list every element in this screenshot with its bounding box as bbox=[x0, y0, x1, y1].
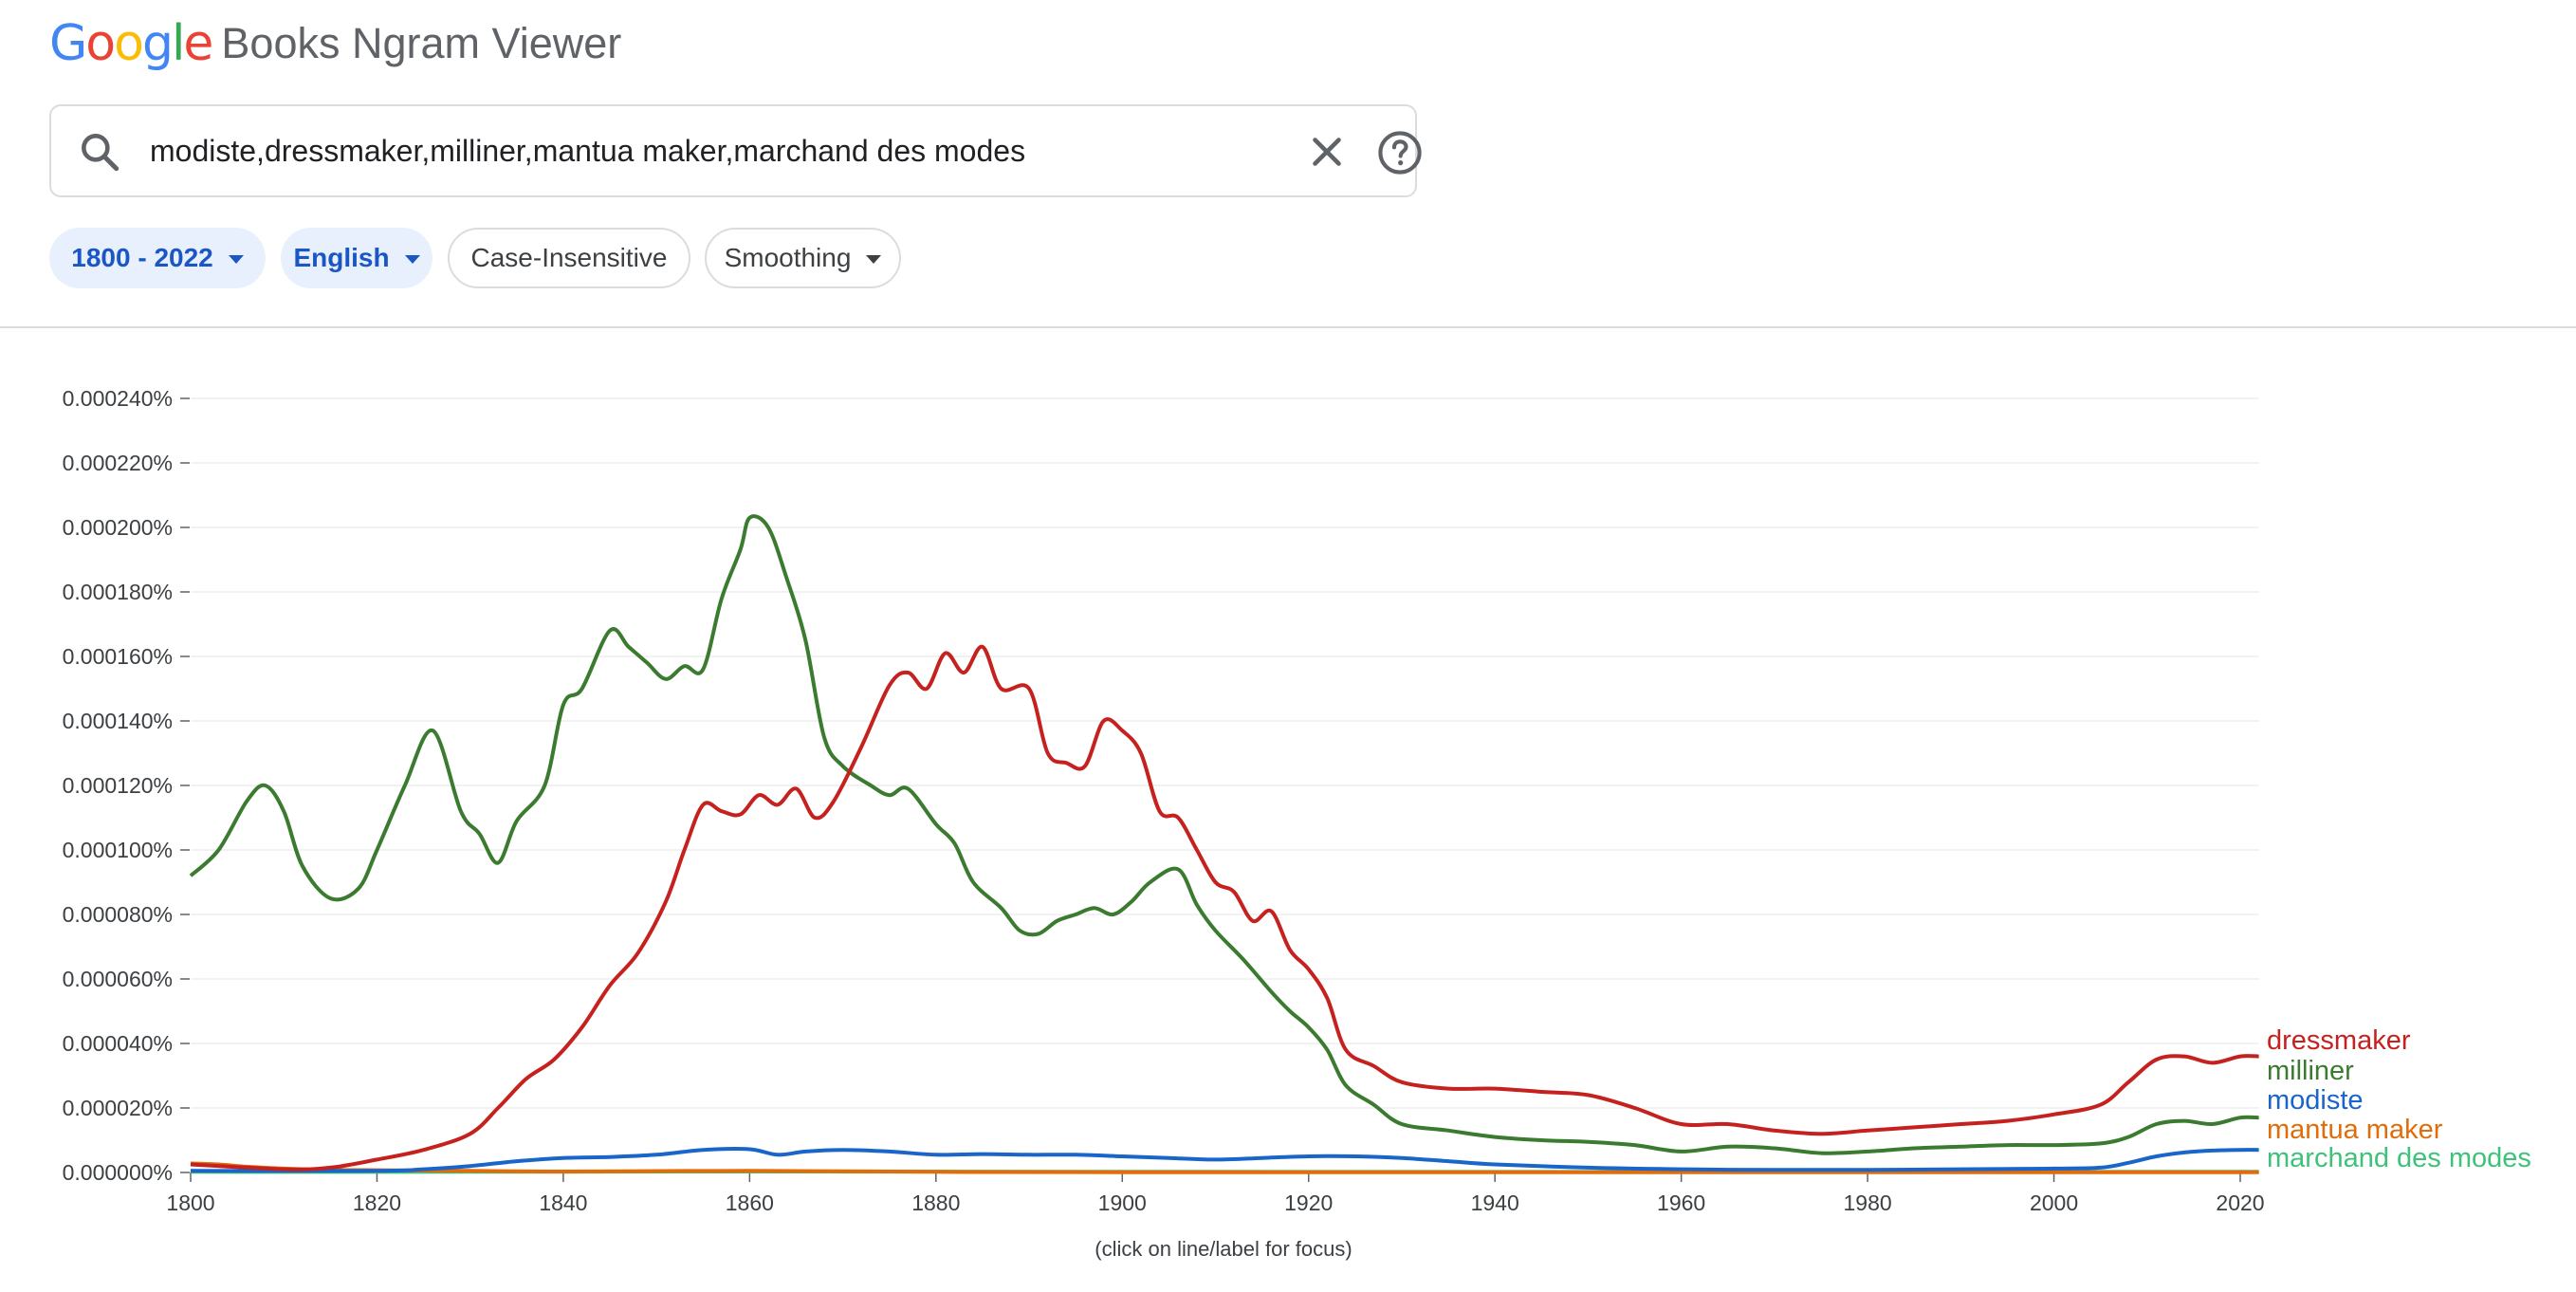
series-label-milliner[interactable]: milliner bbox=[2267, 1056, 2354, 1086]
x-tick-label: 1880 bbox=[911, 1190, 960, 1215]
y-tick-label: 0.000160% bbox=[63, 644, 173, 669]
x-tick-label: 1940 bbox=[1471, 1190, 1519, 1215]
x-tick-label: 1840 bbox=[539, 1190, 587, 1215]
series-label-modiste[interactable]: modiste bbox=[2267, 1085, 2364, 1116]
year-range-label: 1800 - 2022 bbox=[71, 243, 213, 272]
y-tick-label: 0.000000% bbox=[63, 1160, 173, 1185]
smoothing-label: Smoothing bbox=[724, 243, 852, 272]
chevron-down-icon bbox=[866, 254, 882, 264]
series-line-dressmaker[interactable] bbox=[190, 644, 2259, 1172]
smoothing-dropdown[interactable]: Smoothing bbox=[705, 228, 901, 288]
search-input[interactable] bbox=[150, 125, 1288, 176]
x-tick-label: 1860 bbox=[726, 1190, 774, 1215]
search-icon[interactable] bbox=[76, 128, 123, 175]
series-label-dressmaker[interactable]: dressmaker bbox=[2267, 1025, 2411, 1056]
chart-footnote: (click on line/label for focus) bbox=[1095, 1237, 1352, 1261]
app-title: Books Ngram Viewer bbox=[221, 19, 622, 67]
x-tick-label: 1920 bbox=[1284, 1190, 1333, 1215]
x-tick-label: 1980 bbox=[1844, 1190, 1892, 1215]
logo-letter: G bbox=[49, 15, 87, 72]
close-icon[interactable] bbox=[1303, 128, 1351, 175]
case-insensitive-toggle[interactable]: Case-Insensitive bbox=[448, 228, 690, 288]
logo-letter: o bbox=[114, 15, 144, 72]
x-tick-label: 2020 bbox=[2216, 1190, 2264, 1215]
x-tick-label: 1900 bbox=[1098, 1190, 1147, 1215]
y-tick-label: 0.000100% bbox=[63, 838, 173, 862]
x-tick-label: 2000 bbox=[2030, 1190, 2078, 1215]
ngram-chart: 0.000000% 0.000020% 0.000040% 0.000060% 0.00… bbox=[63, 386, 2531, 1215]
help-icon[interactable] bbox=[1375, 128, 1425, 177]
google-wordmark: G o o g l e bbox=[49, 15, 213, 72]
header-divider bbox=[0, 326, 2576, 328]
series-label-marchand-des-modes[interactable]: marchand des modes bbox=[2267, 1143, 2531, 1173]
y-tick-label: 0.000060% bbox=[63, 967, 173, 991]
y-tick-label: 0.000020% bbox=[63, 1096, 173, 1120]
y-tick-label: 0.000180% bbox=[63, 580, 173, 604]
corpus-label: English bbox=[293, 243, 390, 272]
x-tick-label: 1820 bbox=[353, 1190, 401, 1215]
series-line-milliner[interactable] bbox=[189, 514, 2259, 1155]
y-tick-label: 0.000080% bbox=[63, 902, 173, 927]
logo-letter: l bbox=[171, 15, 186, 72]
google-logo[interactable]: G o o g l e Books Ngram Viewer bbox=[49, 9, 621, 78]
logo-letter: g bbox=[141, 15, 174, 72]
year-range-dropdown[interactable]: 1800 - 2022 bbox=[49, 228, 266, 288]
x-tick-label: 1960 bbox=[1657, 1190, 1705, 1215]
logo-letter: o bbox=[85, 15, 116, 72]
y-tick-label: 0.000200% bbox=[63, 515, 173, 540]
chevron-down-icon bbox=[228, 254, 244, 264]
series-line-modiste[interactable] bbox=[190, 1147, 2259, 1173]
search-box[interactable] bbox=[49, 104, 1422, 197]
logo-letter: e bbox=[183, 15, 213, 72]
y-tick-label: 0.000240% bbox=[63, 386, 173, 411]
x-tick-label: 1800 bbox=[166, 1190, 214, 1215]
y-tick-label: 0.000120% bbox=[63, 773, 173, 798]
chevron-down-icon bbox=[404, 254, 420, 264]
series-label-mantua-maker[interactable]: mantua maker bbox=[2267, 1115, 2443, 1145]
y-tick-label: 0.000140% bbox=[63, 709, 173, 733]
case-label: Case-Insensitive bbox=[470, 243, 668, 272]
y-tick-label: 0.000220% bbox=[63, 451, 173, 475]
corpus-dropdown[interactable]: English bbox=[281, 228, 432, 288]
y-tick-label: 0.000040% bbox=[63, 1031, 173, 1056]
